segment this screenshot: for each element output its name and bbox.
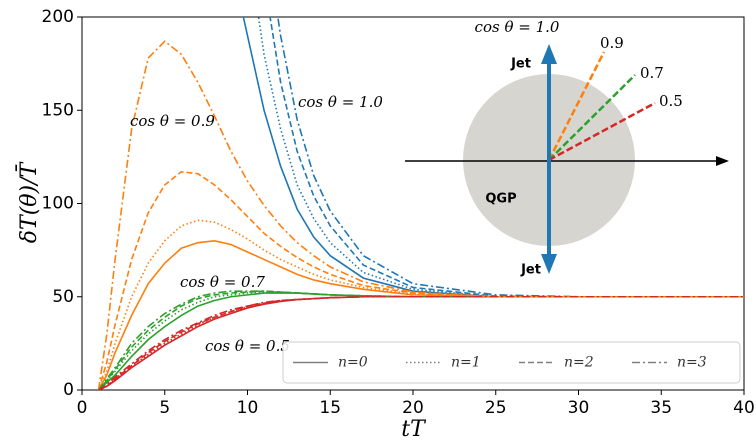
x-tick-label: 35 [650,398,672,418]
legend-box [282,341,741,384]
curve [97,290,744,390]
x-tick-label: 0 [77,398,88,418]
inset-label: cos θ = 1.0 [475,18,560,36]
x-tick-label: 15 [319,398,341,418]
y-tick-label: 0 [63,380,74,400]
lines [97,17,744,390]
y-tick-label: 50 [52,287,74,307]
direction-line [548,74,636,161]
curve-annotation: cos θ = 0.7 [180,273,265,291]
curve [97,219,744,390]
x-tick-label: 10 [237,398,259,418]
inset-label: 0.5 [659,92,683,110]
y-tick-label: 100 [42,194,74,214]
legend-label: n=0 [338,355,368,371]
direction-line [548,101,656,162]
curve-annotation: cos θ = 0.5 [205,337,290,355]
arrow-head [541,254,557,274]
curve [269,17,744,298]
legend-label: n=3 [677,355,707,371]
curve-annotation: cos θ = 1.0 [298,93,383,111]
curve-annotation: cos θ = 0.9 [130,112,215,130]
direction-line [547,51,606,161]
inset-label: 0.9 [600,34,624,52]
curve [257,17,744,298]
inset-label: Jet [520,263,541,278]
inset-label: 0.7 [640,64,664,82]
x-axis-label: tT [401,417,427,442]
x-tick-label: 40 [733,398,755,418]
curve [97,291,744,390]
inset-label: QGP [485,192,516,207]
y-axis-label: δT(θ)/T̄ [15,160,42,243]
legend-label: n=1 [451,355,481,371]
curve [98,295,744,390]
arrow-head [716,156,729,166]
x-tick-label: 30 [568,398,590,418]
inset-diagram: cos θ = 1.0 0.9 0.7 0.5 Jet Jet QGP [405,18,729,278]
inset-label: Jet [510,57,531,72]
legend-label: n=2 [564,355,594,371]
x-tick-label: 5 [159,398,170,418]
y-tick-label: 150 [42,100,74,120]
arrow-head [541,44,557,64]
y-tick-label: 200 [42,7,74,27]
x-tick-label: 20 [402,398,424,418]
x-tick-label: 25 [485,398,507,418]
curve [97,40,744,390]
